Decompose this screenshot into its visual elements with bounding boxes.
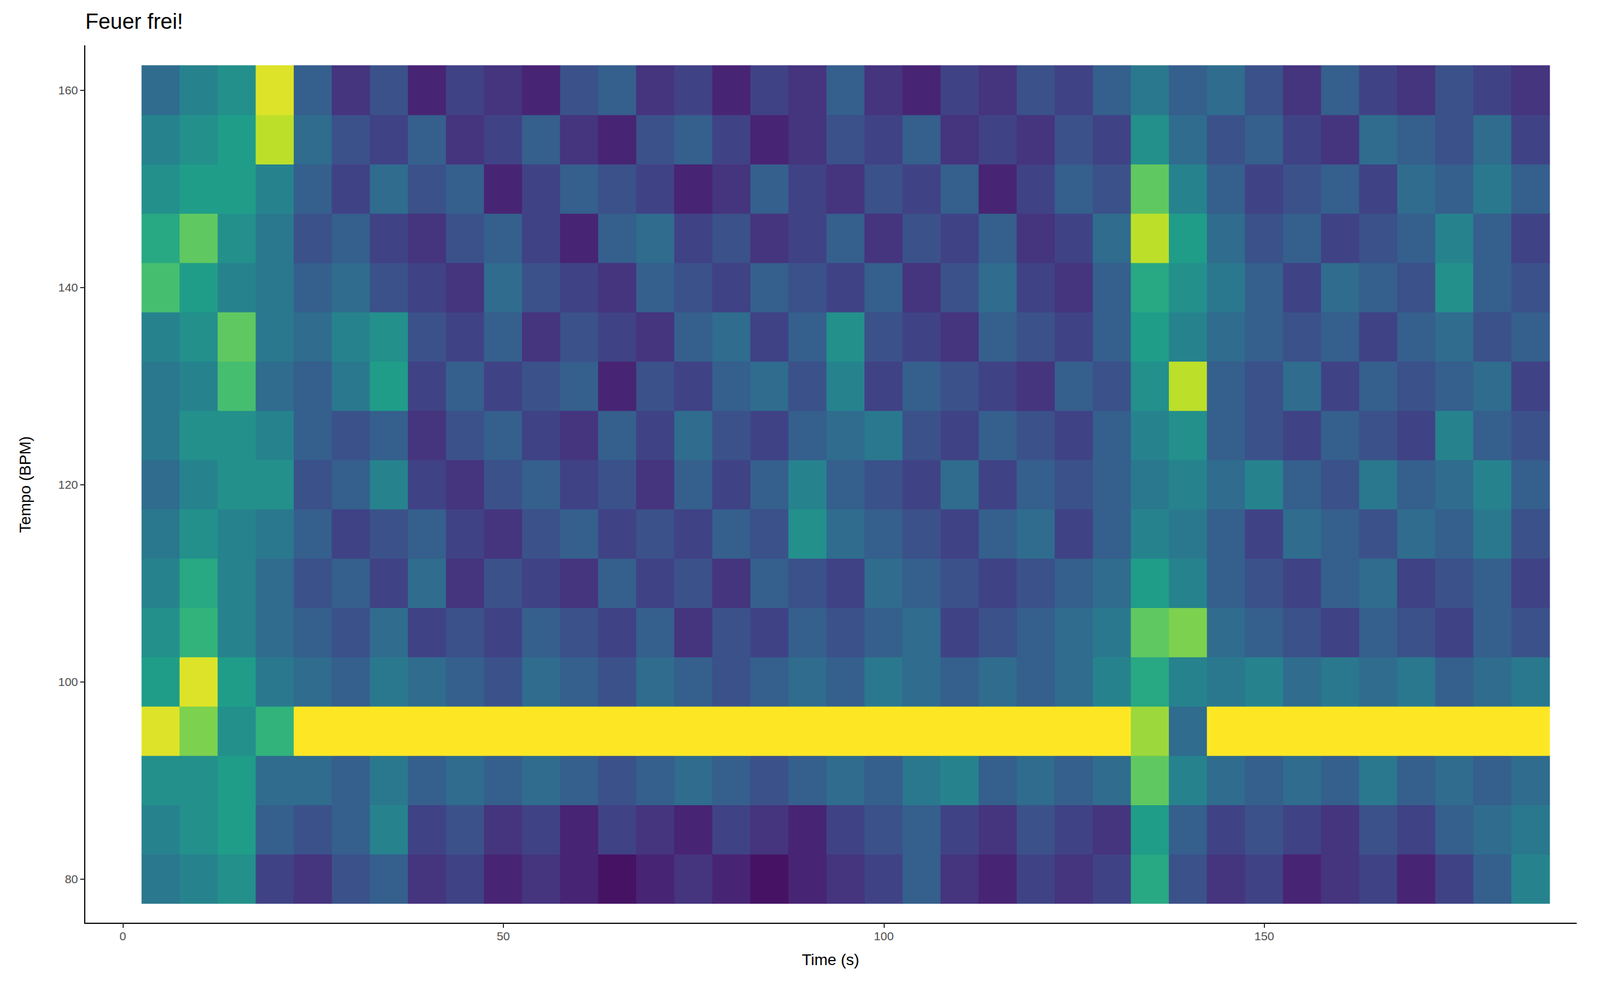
svg-text:160: 160 [58,83,78,97]
svg-text:120: 120 [58,477,78,491]
svg-text:Tempo (BPM): Tempo (BPM) [16,436,34,533]
svg-text:140: 140 [58,280,78,294]
svg-text:80: 80 [64,872,78,886]
svg-text:100: 100 [874,929,894,943]
svg-text:150: 150 [1254,929,1275,943]
svg-text:50: 50 [496,929,510,943]
svg-text:Time (s): Time (s) [801,950,860,969]
svg-text:100: 100 [58,675,78,689]
svg-text:0: 0 [119,929,127,943]
svg-text:Feuer frei!: Feuer frei! [85,9,184,34]
